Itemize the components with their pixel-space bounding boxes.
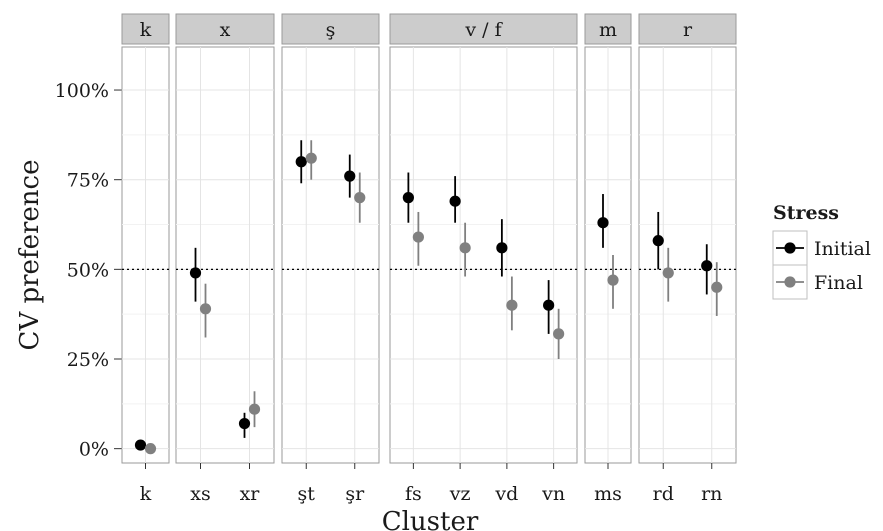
facet-strip bbox=[281, 13, 380, 45]
point-initial bbox=[295, 156, 307, 168]
point-final bbox=[662, 267, 674, 279]
point-initial bbox=[449, 195, 461, 207]
x-tick-label: k bbox=[140, 483, 152, 505]
legend-entry-label: Initial bbox=[814, 238, 871, 260]
point-initial bbox=[189, 267, 202, 279]
point-final bbox=[607, 274, 619, 286]
y-tick-label: 75% bbox=[67, 170, 109, 192]
facet-strip-label: ş bbox=[326, 19, 336, 41]
legend-key-point bbox=[784, 276, 796, 288]
legend-entry-label: Final bbox=[814, 272, 863, 294]
x-tick-label: xr bbox=[240, 483, 261, 505]
facet-strip bbox=[584, 13, 632, 45]
point-initial bbox=[134, 439, 147, 451]
x-tick-label: şt bbox=[298, 483, 316, 505]
legend-key-point bbox=[784, 242, 796, 254]
point-initial bbox=[597, 217, 609, 229]
facet-panel-3: v / f fs vz vd vn bbox=[389, 13, 578, 505]
facet-strip bbox=[638, 13, 737, 45]
point-final bbox=[711, 281, 723, 293]
panel-background bbox=[281, 46, 380, 464]
x-tick-label: vd bbox=[494, 483, 518, 505]
point-initial bbox=[701, 260, 713, 272]
x-tick-label: rd bbox=[653, 483, 674, 505]
x-tick-label: ms bbox=[594, 483, 622, 505]
y-tick-label: 25% bbox=[67, 349, 109, 371]
point-final bbox=[199, 303, 212, 315]
point-final bbox=[248, 403, 261, 415]
panel-background bbox=[175, 46, 275, 464]
facet-strip bbox=[389, 13, 578, 45]
point-initial bbox=[652, 235, 664, 247]
facet-panel-2: ş şt şr bbox=[281, 13, 380, 505]
point-final bbox=[553, 328, 565, 340]
point-final bbox=[412, 231, 424, 243]
facet-strip bbox=[175, 13, 275, 45]
point-final bbox=[506, 299, 518, 311]
y-tick-label: 50% bbox=[67, 259, 109, 281]
facet-strip-label: v / f bbox=[464, 19, 503, 41]
x-tick-label: vz bbox=[449, 483, 471, 505]
facet-strip-label: m bbox=[599, 19, 617, 41]
panel-background bbox=[389, 46, 578, 464]
y-tick-label: 100% bbox=[55, 80, 109, 102]
y-tick-label: 0% bbox=[79, 439, 109, 461]
point-initial bbox=[543, 299, 555, 311]
point-final bbox=[459, 242, 471, 254]
facet-strip bbox=[121, 13, 170, 45]
point-initial bbox=[402, 192, 414, 204]
facet-strip-label: k bbox=[140, 19, 152, 41]
x-tick-label: vn bbox=[541, 483, 565, 505]
point-final bbox=[354, 192, 366, 204]
facet-panel-1: x xs xr bbox=[175, 13, 275, 505]
facet-panel-4: m ms bbox=[584, 13, 632, 505]
point-initial bbox=[238, 417, 251, 430]
x-tick-label: fs bbox=[405, 483, 422, 505]
x-axis-title: Cluster bbox=[382, 507, 479, 531]
facet-panel-5: r rd rn bbox=[638, 13, 737, 505]
legend-title: Stress bbox=[773, 202, 839, 224]
x-tick-label: rn bbox=[701, 483, 722, 505]
facet-strip-label: r bbox=[683, 19, 693, 41]
point-initial bbox=[344, 170, 356, 182]
x-tick-label: xs bbox=[190, 483, 210, 505]
y-axis-title: CV preference bbox=[15, 160, 45, 351]
panel-background bbox=[638, 46, 737, 464]
point-final bbox=[144, 443, 157, 455]
facet-panel-0: kk bbox=[121, 13, 170, 505]
facet-strip-label: x bbox=[220, 19, 231, 41]
legend: Stress Initial Final bbox=[772, 202, 871, 300]
point-final bbox=[305, 152, 317, 164]
x-tick-label: şr bbox=[345, 483, 365, 505]
point-initial bbox=[496, 242, 508, 254]
